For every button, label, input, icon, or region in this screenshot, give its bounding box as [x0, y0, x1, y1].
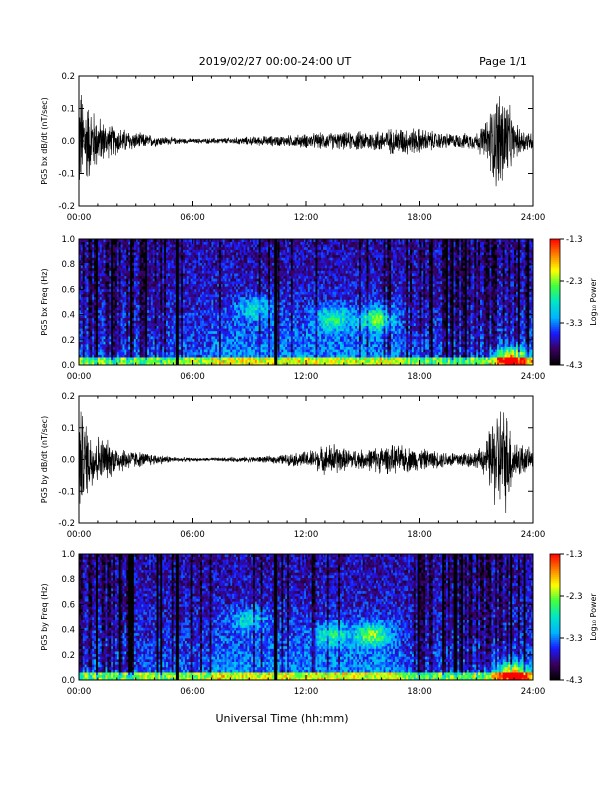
- x-tick-label: 06:00: [180, 687, 205, 697]
- x-tick-label: 00:00: [67, 687, 92, 697]
- bx-spectrogram-panel: 00:00 06:00 12:00 18:00 24:00 1.0 0.8 0.6 0.4 0.2…: [40, 235, 598, 382]
- page-number: Page 1/1: [479, 55, 527, 68]
- y-tick-label: 0.0: [61, 361, 75, 371]
- y-tick-label: 0.1: [61, 105, 75, 115]
- x-tick-label: 12:00: [294, 687, 319, 697]
- y-tick-label: 0.8: [61, 260, 75, 270]
- colorbar-tick-label: -1.3: [566, 235, 583, 245]
- y-tick-label: 0.2: [61, 651, 75, 661]
- y-tick-label: 0.1: [61, 424, 75, 434]
- x-tick-label: 24:00: [521, 530, 546, 540]
- dbdt-trace: [79, 95, 533, 186]
- colorbar-tick-label: -4.3: [566, 676, 583, 686]
- x-tick-label: 18:00: [407, 687, 432, 697]
- data-gap: [176, 239, 179, 365]
- spectrogram-cells: [79, 239, 533, 365]
- figure-title: 2019/02/27 00:00-24:00 UT: [199, 55, 352, 68]
- y-tick-label: -0.1: [58, 170, 75, 180]
- y-tick-label: 0.2: [61, 392, 75, 402]
- x-tick-label: 06:00: [180, 530, 205, 540]
- x-tick-label: 18:00: [407, 213, 432, 223]
- y-axis-label: PG5 bx dB/dt (nT/sec): [40, 97, 49, 184]
- x-tick-label: 00:00: [67, 372, 92, 382]
- colorbar: -1.3 -2.3 -3.3 -4.3 Log₁₀ Power: [550, 550, 598, 686]
- x-tick-label: 12:00: [294, 530, 319, 540]
- y-tick-label: 0.4: [61, 626, 75, 636]
- dbdt-trace: [79, 411, 533, 513]
- bx-dbdt-panel: 00:00 06:00 12:00 18:00 24:00 0.2 0.1 0.0 -0.1 -0…: [40, 72, 545, 223]
- data-gap: [176, 554, 179, 680]
- colorbar-tick-label: -1.3: [566, 550, 583, 560]
- x-tick-label: 06:00: [180, 213, 205, 223]
- data-gap: [274, 239, 277, 365]
- y-axis-label: PG5 by dB/dt (nT/sec): [40, 416, 49, 503]
- spectrogram-cells: [79, 554, 533, 680]
- by-dbdt-panel: 00:00 06:00 12:00 18:00 24:00 0.2 0.1 0.0 -0.1 -0…: [40, 392, 545, 540]
- colorbar-tick-label: -4.3: [566, 361, 583, 371]
- x-axis-title: Universal Time (hh:mm): [216, 712, 349, 725]
- y-axis-label: PG5 bx Freq (Hz): [40, 268, 49, 335]
- colorbar-label: Log₁₀ Power: [589, 278, 598, 326]
- x-tick-label: 12:00: [294, 213, 319, 223]
- y-tick-label: 0.0: [61, 137, 75, 147]
- by-spectrogram-panel: 00:00 06:00 12:00 18:00 24:00 1.0 0.8 0.6 0.4 0.2…: [40, 550, 598, 697]
- x-tick-label: 18:00: [407, 372, 432, 382]
- y-tick-label: -0.1: [58, 487, 75, 497]
- colorbar-tick-label: -2.3: [566, 277, 583, 287]
- y-tick-label: 0.6: [61, 600, 75, 610]
- y-tick-label: 0.2: [61, 336, 75, 346]
- y-tick-label: -0.2: [58, 202, 75, 212]
- x-tick-label: 12:00: [294, 372, 319, 382]
- y-tick-label: 0.2: [61, 72, 75, 82]
- x-tick-label: 24:00: [521, 687, 546, 697]
- y-tick-label: 0.8: [61, 575, 75, 585]
- colorbar: -1.3 -2.3 -3.3 -4.3 Log₁₀ Power: [550, 235, 598, 371]
- colorbar-tick-label: -3.3: [566, 319, 583, 329]
- x-tick-label: 00:00: [67, 530, 92, 540]
- y-axis-label: PG5 by Freq (Hz): [40, 583, 49, 650]
- y-tick-label: 0.0: [61, 676, 75, 686]
- x-tick-label: 06:00: [180, 372, 205, 382]
- x-tick-label: 00:00: [67, 213, 92, 223]
- y-tick-label: 0.6: [61, 285, 75, 295]
- x-tick-label: 24:00: [521, 213, 546, 223]
- y-tick-label: 0.0: [61, 456, 75, 466]
- y-tick-label: -0.2: [58, 519, 75, 529]
- x-tick-label: 24:00: [521, 372, 546, 382]
- y-tick-label: 1.0: [61, 235, 75, 245]
- data-gap: [274, 554, 277, 680]
- x-tick-label: 18:00: [407, 530, 432, 540]
- y-tick-label: 0.4: [61, 311, 75, 321]
- colorbar-label: Log₁₀ Power: [589, 593, 598, 641]
- colorbar-tick-label: -3.3: [566, 634, 583, 644]
- y-tick-label: 1.0: [61, 550, 75, 560]
- colorbar-tick-label: -2.3: [566, 592, 583, 602]
